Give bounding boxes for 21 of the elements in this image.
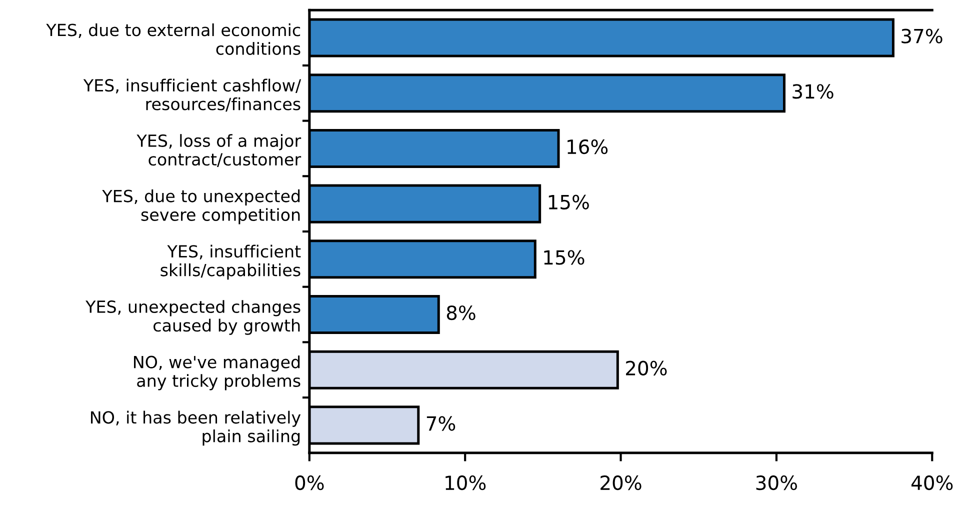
- x-tick-label: 40%: [911, 475, 953, 490]
- data-label: 20%: [626, 360, 667, 376]
- data-label: 31%: [792, 84, 834, 99]
- x-tick-label: 0%: [295, 475, 324, 490]
- data-label: 15%: [544, 250, 584, 265]
- data-label: 8%: [446, 305, 476, 320]
- y-tick-label: NO, it has been relatively plain sailing: [91, 410, 301, 446]
- y-tick-label: YES, insufficient skills/capabilities: [160, 244, 301, 280]
- y-tick-label: NO, we've managed any tricky problems: [134, 355, 300, 390]
- y-tick-label: YES, due to unexpected severe competition: [102, 189, 300, 224]
- data-label: 7%: [426, 416, 456, 431]
- y-tick-label: YES, unexpected changes caused by growth: [86, 300, 300, 335]
- data-label: 16%: [568, 139, 608, 154]
- x-tick-label: 30%: [756, 475, 797, 490]
- y-tick-label: YES, due to external economic conditions: [46, 23, 300, 55]
- x-tick-label: 20%: [600, 475, 642, 490]
- data-label: 15%: [548, 194, 589, 210]
- x-tick-label: 10%: [446, 475, 486, 490]
- data-label: 37%: [902, 28, 942, 44]
- y-tick-label: YES, loss of a major contract/customer: [136, 134, 302, 167]
- y-tick-label: YES, insufficient cashflow/ resources/finances: [83, 78, 302, 112]
